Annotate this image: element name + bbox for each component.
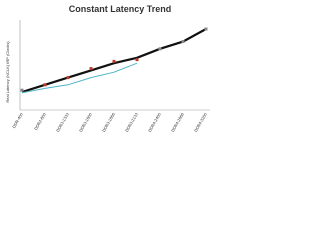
- point-marker: [89, 67, 93, 71]
- chart-title: Constant Latency Trend: [69, 4, 172, 14]
- point-marker: [112, 59, 116, 63]
- point-marker: [158, 47, 162, 51]
- series-line: [21, 62, 138, 94]
- y-axis-label: Real Latency (NCLK) tRP (Clocks): [5, 41, 10, 103]
- chart: Constant Latency Trend Real Latency (NCL…: [0, 0, 213, 150]
- point-marker: [43, 83, 47, 87]
- background: [0, 0, 213, 150]
- point-marker: [66, 76, 70, 80]
- point-marker: [135, 58, 139, 62]
- point-marker: [20, 88, 24, 92]
- series-line: [21, 28, 207, 94]
- point-marker: [181, 40, 185, 44]
- point-marker: [204, 27, 208, 31]
